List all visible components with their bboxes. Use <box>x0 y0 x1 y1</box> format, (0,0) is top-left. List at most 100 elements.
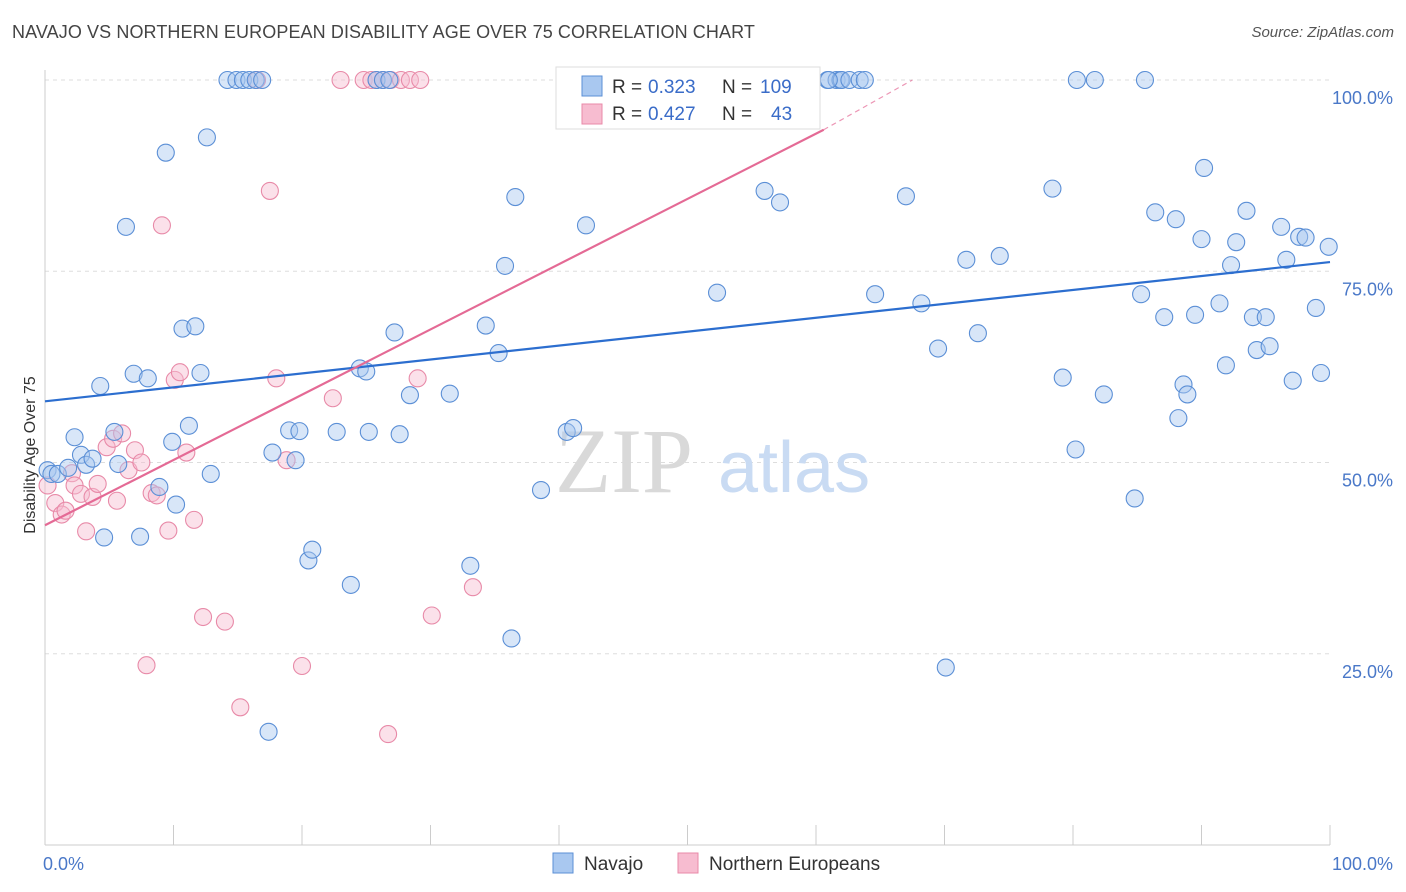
navajo-point-30 <box>246 70 265 90</box>
correlation-legend: R = 0.323 N = 109 R = 0.427 N = 43 <box>555 66 821 130</box>
navajo-point-33 <box>259 722 278 741</box>
navajo-point-36 <box>290 422 309 441</box>
northern-europeans-point-17 <box>137 656 156 675</box>
northern-europeans-point-7 <box>77 522 96 541</box>
navajo-point-96 <box>1166 210 1185 229</box>
navajo-point-101 <box>1192 230 1211 249</box>
navajo-point-91 <box>1125 489 1144 508</box>
navajo-point-64 <box>708 283 727 302</box>
navajo-point-40 <box>341 575 360 594</box>
northern-europeans-points <box>38 70 585 744</box>
northern-europeans-point-6 <box>71 484 91 503</box>
trend-lines <box>44 79 1331 527</box>
navajo-point-79 <box>912 294 931 313</box>
navajo-point-10 <box>105 422 124 441</box>
navajo-point-115 <box>1290 227 1309 246</box>
navajo-point-4 <box>65 428 84 447</box>
navajo-point-19 <box>167 495 186 514</box>
navajo-point-103 <box>1210 294 1229 313</box>
northern-europeans-point-43 <box>411 70 430 90</box>
navajo-point-46 <box>380 70 399 90</box>
navajo-point-102 <box>1195 158 1214 178</box>
northern-europeans-point-34 <box>323 389 342 408</box>
northern-europeans-point-45 <box>408 369 427 388</box>
navajo-point-93 <box>1135 70 1155 90</box>
legend-swatch-northern-europeans <box>581 103 603 125</box>
legend-r-label-navajo: R = <box>612 77 642 98</box>
navajo-point-16 <box>150 477 169 497</box>
navajo-point-56 <box>506 187 525 207</box>
navajo-point-100 <box>1186 305 1205 324</box>
source-label: Source: ZipAtlas.com <box>1251 24 1394 41</box>
watermark-atlas: atlas <box>718 428 870 508</box>
navajo-point-80 <box>929 339 948 358</box>
navajo-point-83 <box>968 324 987 343</box>
navajo-point-47 <box>385 323 404 342</box>
navajo-point-94 <box>1146 203 1165 222</box>
legend-n-value-navajo: 109 <box>760 77 792 98</box>
navajo-point-104 <box>1216 356 1235 375</box>
legend-r-value-navajo: 0.323 <box>648 77 696 98</box>
chart-title: NAVAJO VS NORTHERN EUROPEAN DISABILITY A… <box>12 22 755 42</box>
navajo-point-114 <box>1283 371 1302 390</box>
navajo-point-118 <box>1311 363 1331 383</box>
navajo-point-89 <box>1085 70 1104 90</box>
bottom-legend-swatch-navajo <box>552 852 574 874</box>
northern-europeans-point-28 <box>231 698 250 717</box>
northern-europeans-point-16 <box>132 453 151 472</box>
navajo-point-54 <box>495 256 515 275</box>
northern-europeans-point-12 <box>107 491 127 510</box>
navajo-point-22 <box>186 317 205 336</box>
navajo-point-68 <box>770 193 790 212</box>
navajo-point-48 <box>390 425 409 444</box>
navajo-point-44 <box>367 70 386 90</box>
series-legend: Navajo Northern Europeans <box>552 852 880 875</box>
navajo-point-110 <box>1256 308 1275 327</box>
northern-europeans-point-0 <box>38 476 57 495</box>
navajo-point-88 <box>1067 70 1086 90</box>
navajo-point-7 <box>83 449 102 468</box>
navajo-point-87 <box>1066 440 1085 459</box>
navajo-point-119 <box>1319 237 1338 256</box>
northern-europeans-point-36 <box>354 70 373 90</box>
bottom-legend-navajo: Navajo <box>584 854 643 875</box>
navajo-point-31 <box>253 70 272 90</box>
navajo-point-74 <box>850 70 869 90</box>
navajo-point-50 <box>440 384 459 403</box>
navajo-point-85 <box>1043 179 1062 198</box>
navajo-point-34 <box>280 421 299 440</box>
northern-europeans-point-47 <box>463 578 482 597</box>
navajo-points <box>38 70 1338 741</box>
navajo-point-75 <box>855 70 874 90</box>
northern-europeans-point-30 <box>260 181 279 200</box>
legend-r-label-ne: R = <box>612 104 642 125</box>
navajo-point-76 <box>819 70 838 90</box>
navajo-point-45 <box>373 70 393 90</box>
navajo-point-108 <box>1243 308 1262 327</box>
navajo-point-1 <box>42 464 61 484</box>
northern-europeans-point-42 <box>400 70 419 90</box>
navajo-point-18 <box>163 432 182 451</box>
navajo-point-55 <box>502 629 521 648</box>
navajo-point-28 <box>233 70 252 90</box>
northern-europeans-point-1 <box>46 493 65 513</box>
gridlines <box>45 79 1330 655</box>
navajo-point-90 <box>1094 385 1113 404</box>
navajo-point-14 <box>131 527 150 546</box>
navajo-point-23 <box>191 363 210 383</box>
northern-europeans-point-46 <box>422 606 441 625</box>
navajo-point-106 <box>1227 233 1246 252</box>
navajo-point-49 <box>400 386 419 405</box>
navajo-point-29 <box>240 70 259 90</box>
navajo-point-25 <box>201 464 220 484</box>
navajo-point-99 <box>1178 385 1197 404</box>
navajo-point-21 <box>179 416 198 435</box>
northern-europeans-point-23 <box>170 363 189 382</box>
navajo-point-13 <box>124 364 143 383</box>
navajo-point-78 <box>896 187 916 206</box>
x-axis-ticks <box>173 825 1331 845</box>
navajo-point-116 <box>1296 228 1315 247</box>
navajo-point-32 <box>263 443 282 462</box>
navajo-point-35 <box>286 451 305 470</box>
